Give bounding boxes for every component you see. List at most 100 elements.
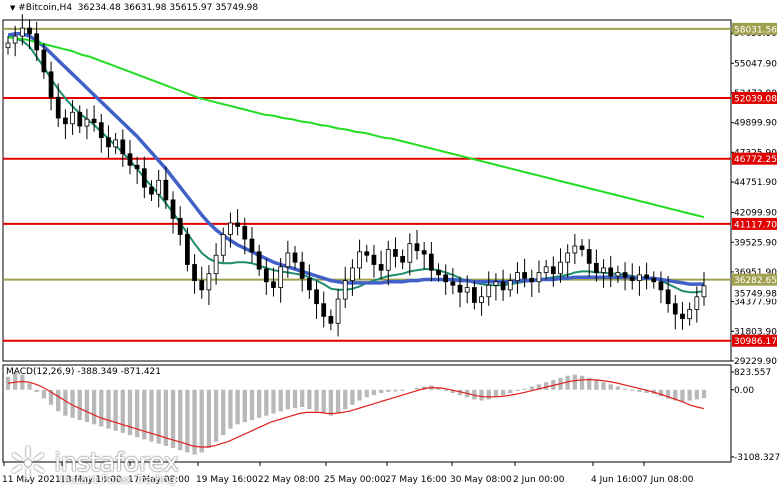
time-tick-label: 11 May 2021	[2, 475, 61, 485]
candle-body	[120, 139, 126, 155]
candle-body	[113, 139, 119, 148]
candle-body	[622, 272, 628, 278]
time-tick-label: 22 May 08:00	[258, 475, 320, 485]
candle-body	[500, 281, 506, 291]
price-tick-label: 44751.90	[734, 178, 777, 188]
price-tick-label: 31803.90	[734, 327, 777, 337]
candle-body	[163, 179, 169, 201]
candle-body	[651, 277, 657, 283]
time-tick-label: 30 May 08:00	[450, 475, 512, 485]
candle-body	[450, 281, 456, 286]
time-tick-label: 19 May 16:00	[196, 475, 258, 485]
candle-body	[328, 315, 334, 324]
candle-body	[228, 222, 233, 235]
candle-body	[220, 234, 226, 256]
candle-body	[141, 168, 147, 188]
price-tick-label: 29229.90	[734, 357, 777, 367]
candle-body	[522, 272, 527, 279]
level-label-bg	[732, 217, 777, 230]
level-label: 30986.17	[734, 337, 777, 347]
level-label: 41117.70	[734, 220, 777, 230]
macd-title: MACD(12,26,9) -388.349 -871.421	[6, 367, 162, 377]
level-label: 58031.56	[734, 25, 777, 35]
time-tick-label: 4 Jun 16:00	[591, 475, 643, 485]
level-label-bg	[732, 273, 777, 286]
candle-body	[350, 267, 355, 282]
macd-signal-line	[7, 378, 705, 448]
candle-body	[428, 253, 434, 271]
candle-body	[34, 33, 40, 51]
candle-body	[170, 199, 176, 219]
candle-body	[493, 281, 499, 286]
candle-body	[27, 27, 32, 35]
candle-body	[5, 42, 11, 49]
macd-axis: 823.557 0.00 -3108.327	[731, 368, 780, 463]
candle-body	[106, 137, 111, 148]
candle-body	[680, 313, 685, 320]
macd-tick-label: 823.557	[734, 368, 771, 378]
candle-body	[515, 272, 520, 282]
candle-body	[565, 252, 571, 263]
candle-body	[206, 273, 212, 291]
levels-layer	[3, 27, 731, 342]
candle-body	[242, 226, 248, 240]
candles-layer	[5, 14, 707, 337]
candle-body	[658, 281, 664, 291]
candle-body	[149, 186, 154, 195]
macd-tick-label: -3108.327	[734, 453, 780, 463]
candle-body	[644, 274, 649, 279]
candle-body	[213, 254, 219, 275]
candle-body	[572, 245, 578, 254]
candle-body	[306, 277, 312, 291]
candle-body	[443, 274, 449, 283]
candle-body	[314, 289, 319, 305]
price-panel-frame	[2, 19, 732, 362]
price-tick-label: 49899.90	[734, 119, 777, 129]
candle-body	[292, 252, 298, 263]
level-label: 46772.25	[734, 155, 777, 165]
candle-body	[637, 274, 642, 282]
candle-body	[393, 249, 398, 257]
candle-body	[63, 117, 68, 125]
brand-tagline: Instant Forex Trading	[60, 473, 176, 486]
candle-body	[593, 262, 599, 273]
candle-body	[278, 266, 284, 288]
level-label-bg	[732, 22, 777, 35]
brand-logo: instaforex Instant Forex Trading	[8, 445, 179, 486]
candle-body	[457, 284, 463, 293]
candle-body	[371, 254, 377, 265]
candle-body	[84, 118, 90, 127]
candle-body	[55, 96, 61, 119]
candle-body	[615, 272, 621, 277]
candle-body	[421, 250, 427, 255]
candle-body	[364, 251, 370, 256]
level-label-bg	[732, 91, 777, 104]
candle-body	[199, 280, 205, 291]
candle-body	[436, 269, 441, 276]
time-tick-label: 17 May 08:00	[128, 475, 190, 485]
candle-body	[256, 251, 262, 270]
price-tick-label: 55047.90	[734, 59, 777, 69]
candle-body	[543, 266, 549, 273]
time-tick-label: 13 May 16:00	[60, 475, 122, 485]
candle-body	[127, 153, 133, 166]
candle-body	[41, 49, 47, 73]
candle-body	[357, 251, 362, 269]
candle-body	[156, 179, 162, 195]
candle-body	[19, 27, 25, 37]
candle-body	[507, 280, 513, 291]
price-tick-label: 36951.90	[734, 268, 777, 278]
candle-body	[407, 243, 413, 263]
candle-body	[185, 234, 190, 265]
candle-body	[299, 261, 305, 279]
candle-body	[601, 267, 606, 273]
brand-name: instaforex	[54, 448, 179, 478]
ma-line	[7, 36, 705, 219]
price-axis: 57659.9055047.9052473.9049899.9047325.90…	[731, 29, 777, 367]
candle-body	[385, 249, 391, 271]
candle-body	[249, 238, 255, 253]
time-axis: 11 May 2021 13 May 16:00 17 May 08:00 19 Ma…	[2, 462, 694, 485]
candle-body	[464, 287, 470, 293]
